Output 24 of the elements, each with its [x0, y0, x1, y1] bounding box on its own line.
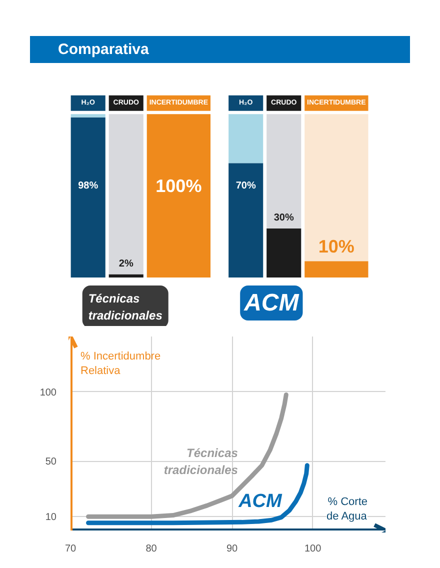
bar: [228, 163, 264, 278]
y-axis-title: % Incertidumbre Relativa: [80, 350, 161, 377]
line-series: [86, 463, 310, 526]
x-axis-title: ACM: [243, 289, 300, 316]
bar: [228, 114, 264, 164]
series-label: ACM: [238, 490, 284, 512]
y-tick-label: 10: [45, 512, 57, 524]
line-series: [86, 392, 288, 519]
data-label: 100%: [156, 176, 202, 196]
y-tick-label: 100: [40, 387, 57, 398]
data-label: 30%: [274, 212, 294, 224]
data-label: 98%: [78, 180, 98, 192]
x-axis-title: Técnicas tradicionales: [88, 291, 163, 322]
series-label: Técnicas tradicionales: [164, 446, 238, 477]
data-label: 70%: [236, 180, 256, 192]
data-label: 10%: [318, 236, 354, 256]
data-label: 2%: [118, 258, 134, 270]
x-tick-label: 80: [146, 544, 158, 554]
x-tick-label: 70: [64, 544, 76, 554]
x-tick-label: 90: [226, 544, 238, 554]
x-axis-title: % Corte de Agua: [326, 496, 368, 522]
x-tick-label: 100: [304, 544, 322, 554]
chart-title: Comparativa: [58, 40, 149, 60]
y-tick-label: 50: [45, 456, 57, 468]
